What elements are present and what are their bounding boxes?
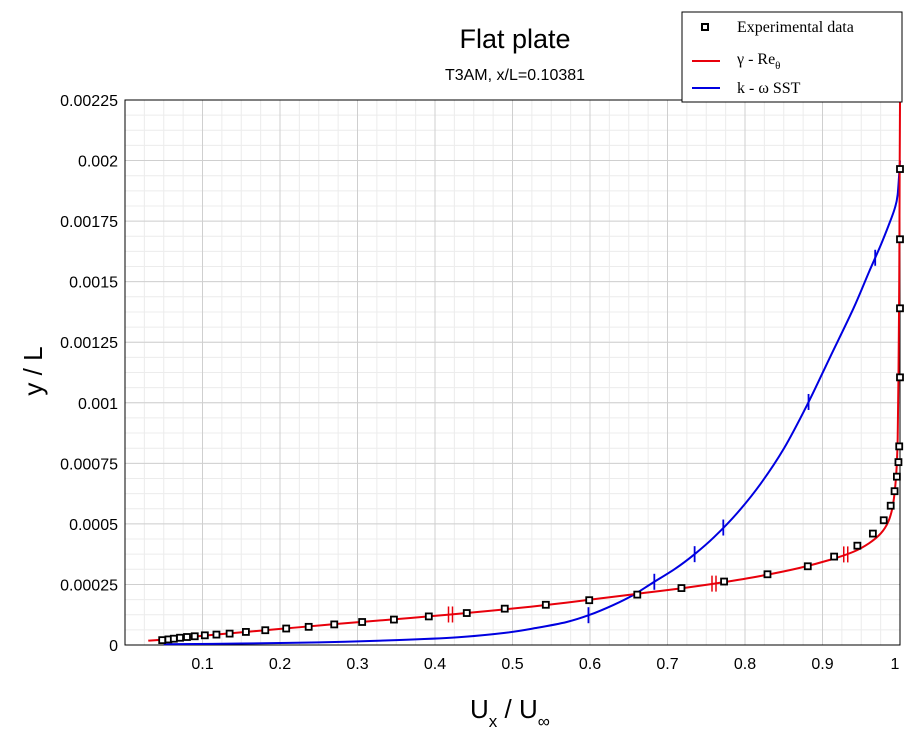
x-tick-label: 0.9	[811, 656, 833, 673]
data-point-experimental	[633, 590, 642, 599]
x-tick-label: 0.6	[579, 656, 601, 673]
data-point-experimental	[868, 529, 877, 538]
legend-label-experimental: Experimental data	[737, 19, 854, 36]
data-point-experimental	[462, 609, 471, 617]
legend-label-gamma-re-main: γ - Re	[736, 51, 775, 68]
plot-frame	[124, 99, 901, 646]
y-tick-label: 0.00225	[60, 93, 118, 110]
legend-label-k-omega-sst: k - ω SST	[737, 80, 801, 97]
data-point-experimental	[893, 472, 901, 481]
x-axis-label-main: U	[470, 694, 489, 724]
data-point-experimental	[200, 631, 209, 640]
data-point-experimental	[830, 552, 839, 561]
data-point-experimental	[225, 629, 234, 638]
y-tick-labels: 0 0.00025 0.0005 0.00075 0.001 0.00125 0.0015 0…	[60, 93, 118, 655]
data-point-experimental	[763, 570, 772, 579]
data-point-experimental	[896, 304, 904, 313]
data-point-experimental	[212, 630, 221, 639]
data-point-experimental	[190, 632, 199, 641]
x-axis-label: Ux / U∞	[470, 694, 550, 731]
data-point-experimental	[853, 541, 862, 550]
data-point-experimental	[183, 633, 191, 641]
data-point-experimental	[390, 615, 398, 624]
x-tick-label: 0.2	[269, 656, 291, 673]
data-point-experimental	[720, 577, 728, 586]
series-line-k-omega-sst	[163, 160, 901, 646]
data-point-experimental	[158, 636, 167, 645]
data-point-experimental	[677, 584, 686, 592]
y-tick-label: 0.00175	[60, 214, 118, 231]
x-axis-label-sub1: x	[489, 712, 498, 731]
data-point-experimental	[879, 516, 888, 525]
data-point-experimental	[358, 618, 367, 626]
data-point-experimental	[282, 624, 291, 633]
markers-layer	[158, 165, 904, 645]
x-tick-label: 0.1	[191, 656, 213, 673]
x-tick-label: 0.8	[734, 656, 756, 673]
grid	[125, 99, 901, 646]
data-point-experimental	[890, 487, 899, 496]
data-point-experimental	[894, 458, 903, 467]
data-point-experimental	[895, 442, 904, 451]
data-point-experimental	[886, 501, 895, 510]
y-tick-label: 0.001	[78, 396, 118, 413]
data-point-experimental	[169, 634, 178, 643]
x-tick-label: 0.4	[424, 656, 446, 673]
y-tick-label: 0.002	[78, 154, 118, 171]
data-point-experimental	[541, 600, 550, 609]
x-tick-label: 0.3	[346, 656, 368, 673]
x-tick-label: 1	[891, 656, 900, 673]
chart-title: Flat plate	[459, 24, 570, 54]
legend: Experimental data γ - Reθ k - ω SST	[681, 11, 903, 103]
data-point-experimental	[896, 373, 904, 382]
data-point-experimental	[896, 235, 904, 244]
y-tick-label: 0.00025	[60, 577, 118, 594]
legend-label-gamma-re: γ - Reθ	[736, 51, 780, 72]
x-tick-labels: 0.1 0.2 0.3 0.4 0.5 0.6 0.7 0.8 0.9 1	[191, 656, 899, 673]
chart-subtitle: T3AM, x/L=0.10381	[445, 67, 585, 84]
data-point-experimental	[241, 628, 250, 636]
x-axis-label-sep: / U	[497, 694, 537, 724]
y-tick-label: 0.00125	[60, 335, 118, 352]
data-point-experimental	[176, 633, 184, 642]
x-tick-label: 0.7	[656, 656, 678, 673]
x-axis-label-sub2: ∞	[538, 712, 550, 731]
data-point-experimental	[261, 626, 270, 635]
legend-marker-experimental	[701, 23, 709, 31]
data-point-experimental	[500, 604, 509, 613]
y-axis-label: y / L	[18, 346, 48, 395]
data-point-experimental	[424, 612, 433, 621]
y-tick-label: 0	[109, 638, 118, 655]
data-point-experimental	[803, 562, 812, 571]
y-tick-label: 0.00075	[60, 456, 118, 473]
data-point-experimental	[304, 622, 313, 631]
legend-label-gamma-re-sub: θ	[775, 60, 780, 72]
y-tick-label: 0.0005	[69, 517, 118, 534]
data-point-experimental	[585, 596, 594, 605]
data-point-experimental	[330, 620, 339, 629]
y-tick-label: 0.0015	[69, 275, 118, 292]
x-tick-label: 0.5	[501, 656, 523, 673]
data-point-experimental	[896, 165, 904, 173]
